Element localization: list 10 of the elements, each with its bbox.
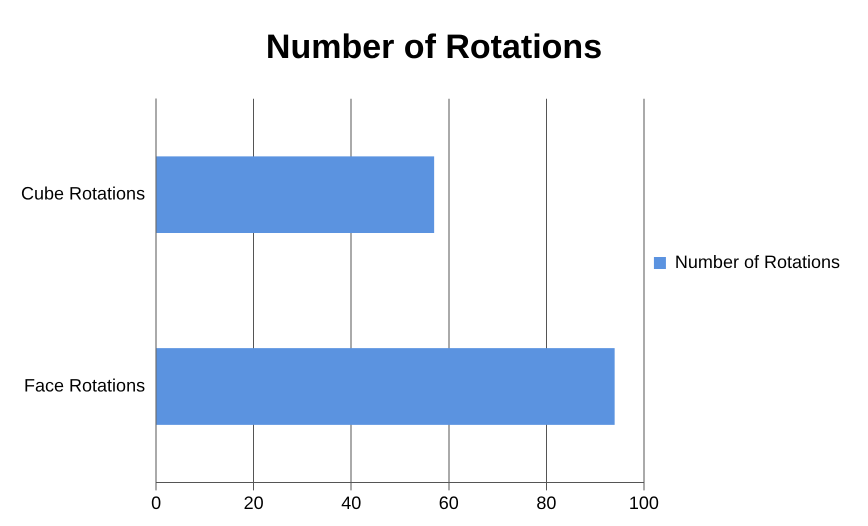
chart-title: Number of Rotations [266,28,602,66]
x-tick-label: 40 [341,493,362,514]
x-tick-label: 0 [151,493,162,514]
x-tick-label: 20 [244,493,264,514]
y-tick-label: Cube Rotations [20,184,146,204]
y-tick-label: Face Rotations [24,375,146,396]
x-tick-label: 80 [536,493,556,514]
x-tick-label: 100 [628,493,659,514]
x-tick-label: 60 [438,493,459,514]
legend-label: Number of Rotations [674,252,840,272]
